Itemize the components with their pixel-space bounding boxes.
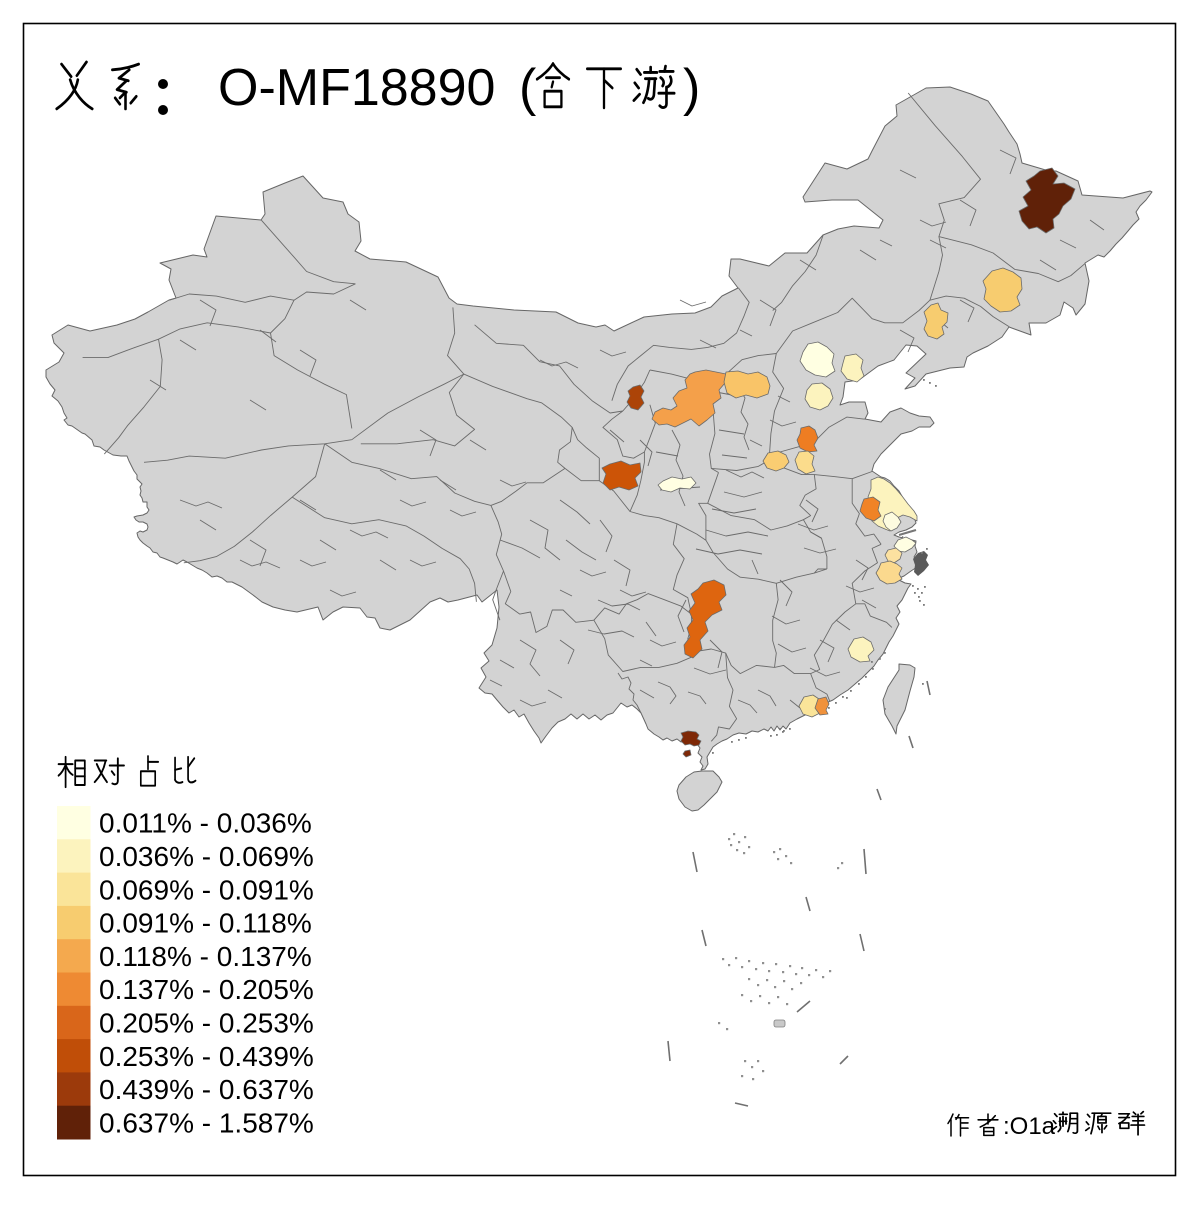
svg-text:0.011% - 0.036%: 0.011% - 0.036%: [99, 808, 312, 839]
svg-text:0.205% - 0.253%: 0.205% - 0.253%: [99, 1007, 314, 1038]
svg-text:O-MF18890: O-MF18890: [218, 59, 495, 117]
svg-text:0.253% - 0.439%: 0.253% - 0.439%: [99, 1041, 314, 1072]
svg-text:0.439% - 0.637%: 0.439% - 0.637%: [99, 1074, 314, 1105]
svg-text:0.637% - 1.587%: 0.637% - 1.587%: [99, 1107, 314, 1138]
svg-text:0.118% - 0.137%: 0.118% - 0.137%: [99, 941, 312, 972]
svg-text::O1a: :O1a: [1003, 1113, 1056, 1140]
svg-text:0.091% - 0.118%: 0.091% - 0.118%: [99, 908, 312, 939]
svg-text:0.036% - 0.069%: 0.036% - 0.069%: [99, 841, 314, 872]
svg-text:): ): [683, 59, 700, 117]
svg-text:(: (: [519, 59, 537, 117]
svg-text:0.069% - 0.091%: 0.069% - 0.091%: [99, 874, 314, 905]
svg-text:0.137% - 0.205%: 0.137% - 0.205%: [99, 974, 314, 1005]
